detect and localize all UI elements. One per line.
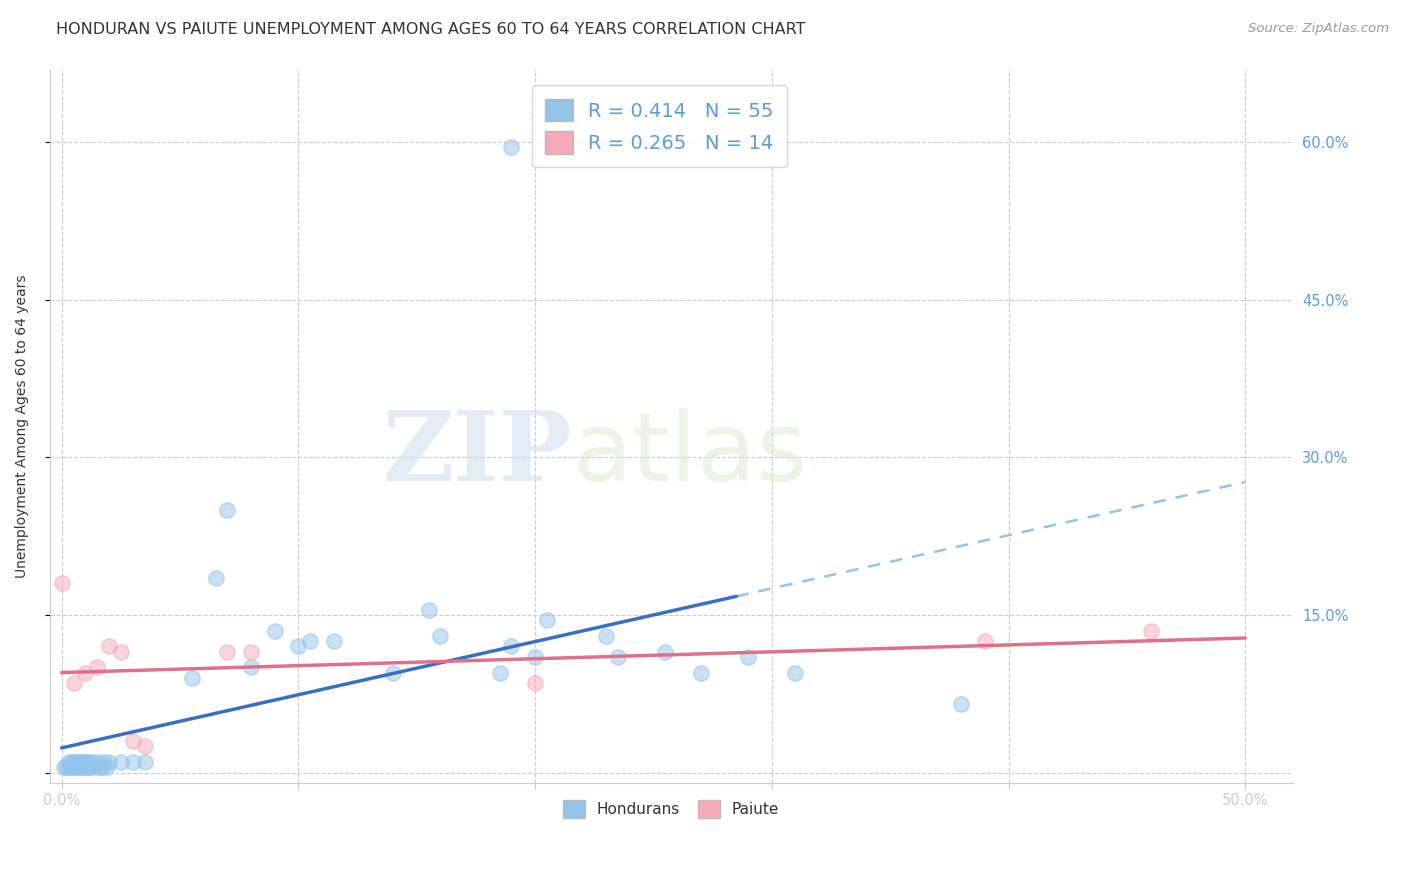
Point bbox=[217, 645, 239, 659]
Point bbox=[72, 755, 94, 769]
Point bbox=[69, 755, 91, 769]
Point bbox=[55, 760, 77, 774]
Point bbox=[89, 760, 111, 774]
Point bbox=[689, 665, 711, 680]
Point bbox=[67, 755, 90, 769]
Point bbox=[204, 571, 226, 585]
Point bbox=[121, 734, 143, 748]
Point bbox=[240, 660, 263, 674]
Point bbox=[973, 634, 995, 648]
Point bbox=[51, 576, 73, 591]
Point bbox=[654, 645, 676, 659]
Point bbox=[76, 760, 98, 774]
Point bbox=[98, 640, 121, 654]
Point bbox=[58, 760, 80, 774]
Point bbox=[110, 645, 132, 659]
Point bbox=[737, 649, 759, 664]
Point bbox=[75, 665, 97, 680]
Point bbox=[263, 624, 285, 638]
Point bbox=[501, 140, 523, 154]
Point bbox=[90, 760, 112, 774]
Point bbox=[429, 629, 451, 643]
Point bbox=[93, 755, 115, 769]
Point bbox=[607, 649, 630, 664]
Point bbox=[62, 676, 84, 690]
Point bbox=[110, 755, 132, 769]
Point bbox=[86, 755, 108, 769]
Point bbox=[79, 760, 101, 774]
Point bbox=[96, 760, 118, 774]
Point bbox=[60, 755, 83, 769]
Legend: Hondurans, Paiute: Hondurans, Paiute bbox=[555, 792, 787, 825]
Text: Source: ZipAtlas.com: Source: ZipAtlas.com bbox=[1249, 22, 1389, 36]
Point bbox=[98, 755, 121, 769]
Point bbox=[595, 629, 617, 643]
Point bbox=[134, 755, 156, 769]
Point bbox=[501, 640, 523, 654]
Point bbox=[785, 665, 807, 680]
Point bbox=[121, 755, 143, 769]
Point bbox=[75, 755, 97, 769]
Y-axis label: Unemployment Among Ages 60 to 64 years: Unemployment Among Ages 60 to 64 years bbox=[15, 274, 30, 577]
Point bbox=[60, 760, 83, 774]
Point bbox=[76, 755, 98, 769]
Point bbox=[134, 739, 156, 754]
Point bbox=[75, 760, 97, 774]
Point bbox=[287, 640, 309, 654]
Point bbox=[488, 665, 510, 680]
Point bbox=[62, 755, 84, 769]
Point bbox=[65, 755, 87, 769]
Point bbox=[72, 760, 94, 774]
Point bbox=[524, 676, 547, 690]
Point bbox=[62, 760, 84, 774]
Point bbox=[53, 760, 76, 774]
Point bbox=[536, 613, 558, 627]
Point bbox=[299, 634, 322, 648]
Point bbox=[69, 760, 91, 774]
Point bbox=[86, 660, 108, 674]
Text: atlas: atlas bbox=[572, 408, 807, 501]
Text: ZIP: ZIP bbox=[382, 408, 572, 501]
Point bbox=[524, 649, 547, 664]
Point bbox=[65, 760, 87, 774]
Point bbox=[240, 645, 263, 659]
Point bbox=[180, 671, 202, 685]
Point bbox=[950, 697, 973, 711]
Point bbox=[382, 665, 405, 680]
Point bbox=[58, 755, 80, 769]
Point bbox=[322, 634, 344, 648]
Point bbox=[83, 760, 105, 774]
Point bbox=[67, 760, 90, 774]
Point bbox=[82, 755, 104, 769]
Point bbox=[418, 602, 440, 616]
Text: HONDURAN VS PAIUTE UNEMPLOYMENT AMONG AGES 60 TO 64 YEARS CORRELATION CHART: HONDURAN VS PAIUTE UNEMPLOYMENT AMONG AG… bbox=[56, 22, 806, 37]
Point bbox=[1139, 624, 1161, 638]
Point bbox=[217, 503, 239, 517]
